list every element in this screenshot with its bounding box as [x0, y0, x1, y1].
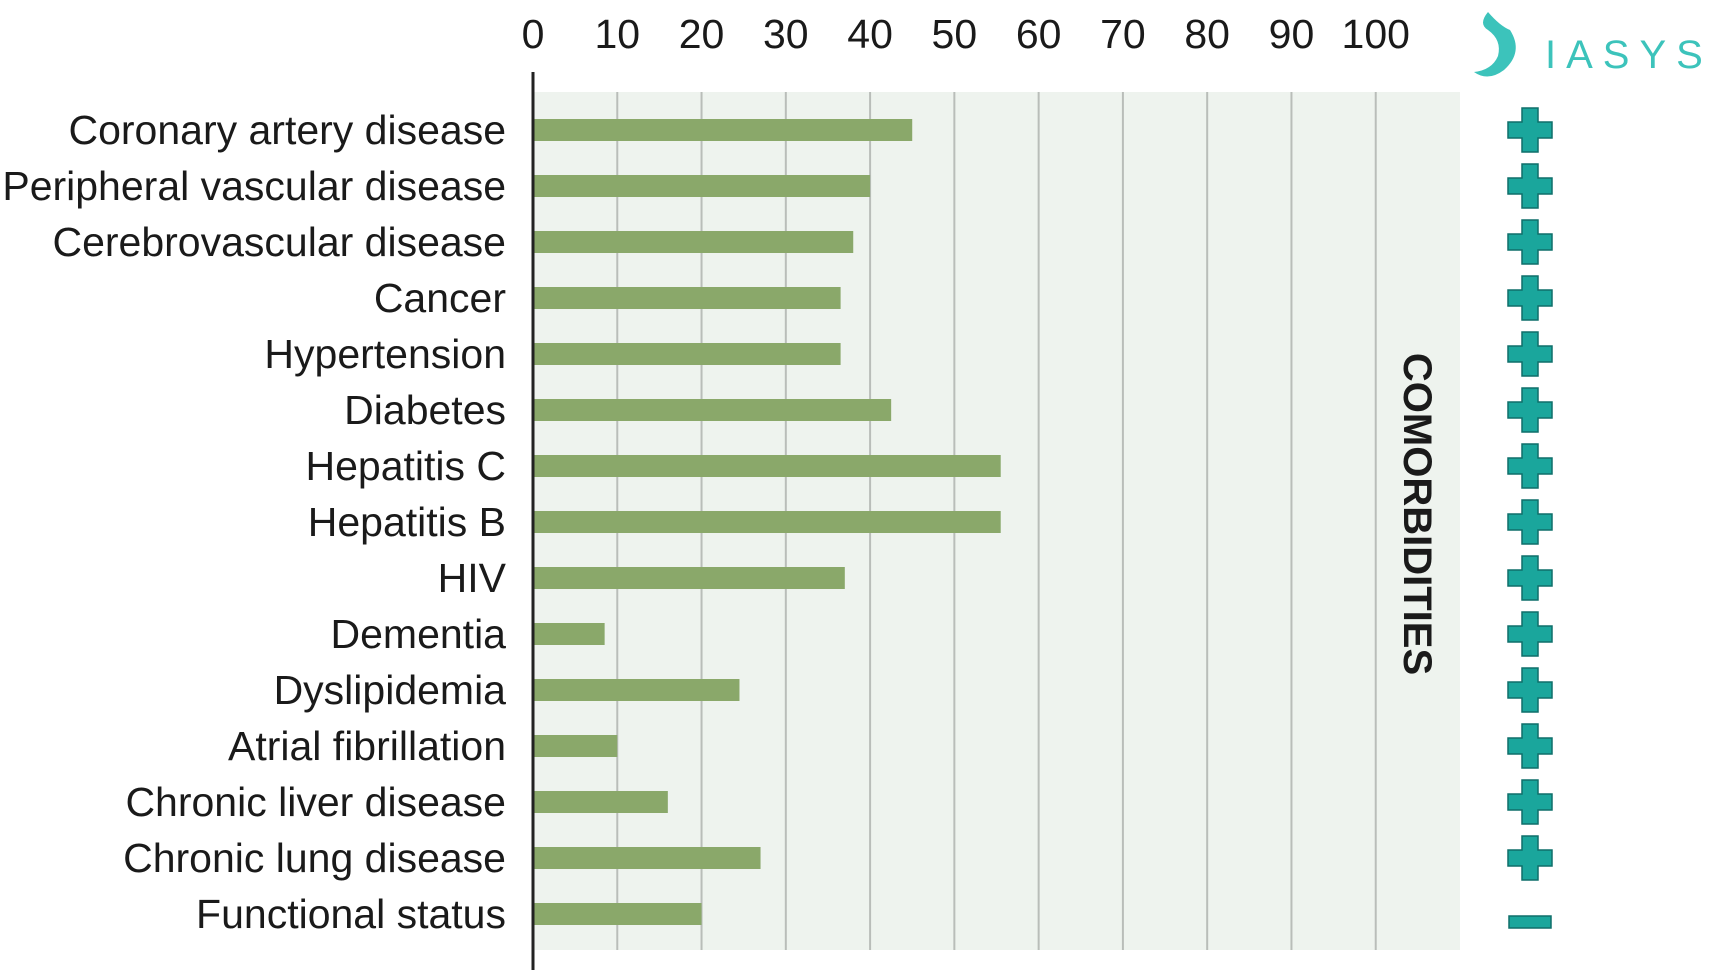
category-labels: Coronary artery disease Peripheral vascul… [2, 107, 506, 937]
plus-icon [1507, 331, 1553, 377]
category-label: HIV [438, 555, 507, 601]
plus-icon [1507, 667, 1553, 713]
plus-icon [1507, 219, 1553, 265]
plus-icon [1507, 275, 1553, 321]
category-label: Chronic liver disease [125, 779, 506, 825]
bar [533, 567, 845, 589]
plus-icon [1507, 723, 1553, 769]
plus-icon [1507, 107, 1553, 153]
minus-icon [1508, 915, 1552, 929]
category-label: Dyslipidemia [274, 667, 507, 713]
x-tick-label: 100 [1342, 11, 1410, 57]
bar [533, 119, 913, 141]
bar [533, 791, 668, 813]
bar [533, 903, 702, 925]
bar [533, 175, 871, 197]
brand-logo: IASYS [1474, 12, 1713, 77]
bar [533, 455, 1001, 477]
brand-text: IASYS [1545, 33, 1713, 77]
side-title: COMORBIDITIES [1395, 353, 1439, 675]
x-tick-labels: 0 10 20 30 40 50 60 70 80 90 100 [522, 11, 1410, 57]
bar [533, 679, 740, 701]
x-tick-label: 50 [932, 11, 978, 57]
x-tick-label: 40 [847, 11, 893, 57]
bar [533, 735, 618, 757]
category-label: Peripheral vascular disease [2, 163, 506, 209]
category-label: Hypertension [264, 331, 506, 377]
x-tick-label: 70 [1100, 11, 1146, 57]
x-tick-label: 0 [522, 11, 545, 57]
category-label: Atrial fibrillation [228, 723, 506, 769]
category-label: Coronary artery disease [68, 107, 506, 153]
bar [533, 623, 605, 645]
bar [533, 287, 841, 309]
bar [533, 399, 892, 421]
category-label: Functional status [196, 891, 506, 937]
category-label: Chronic lung disease [123, 835, 506, 881]
category-label: Hepatitis B [308, 499, 506, 545]
bars [533, 119, 1001, 925]
plus-icon [1507, 499, 1553, 545]
plus-icon [1507, 387, 1553, 433]
category-label: Hepatitis C [305, 443, 506, 489]
plus-icon [1507, 835, 1553, 881]
category-label: Dementia [331, 611, 507, 657]
bar [533, 231, 854, 253]
category-label: Diabetes [344, 387, 506, 433]
bar [533, 343, 841, 365]
x-tick-label: 20 [679, 11, 725, 57]
x-tick-label: 80 [1184, 11, 1230, 57]
plus-icon [1507, 779, 1553, 825]
x-tick-label: 30 [763, 11, 809, 57]
x-tick-label: 60 [1016, 11, 1062, 57]
bar [533, 847, 761, 869]
plus-icon [1507, 163, 1553, 209]
category-label: Cancer [374, 275, 506, 321]
category-label: Cerebrovascular disease [52, 219, 506, 265]
bar [533, 511, 1001, 533]
x-tick-label: 10 [594, 11, 640, 57]
plus-icon [1507, 555, 1553, 601]
plus-icon [1507, 443, 1553, 489]
x-tick-label: 90 [1269, 11, 1315, 57]
brand-logo-mark [1474, 12, 1516, 77]
sign-column [1507, 107, 1553, 929]
plus-icon [1507, 611, 1553, 657]
